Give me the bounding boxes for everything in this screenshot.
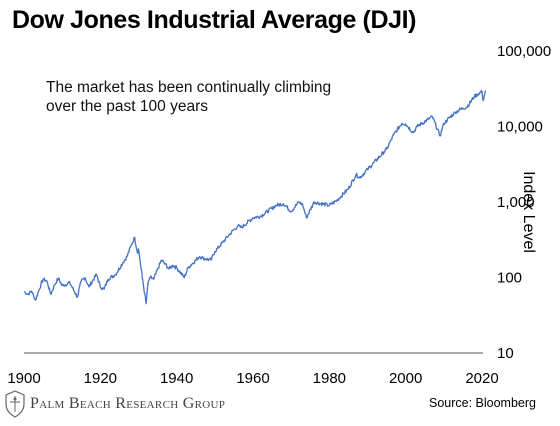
x-tick-label: 1920 [84, 370, 117, 387]
y-tick-label: 10 [497, 345, 514, 362]
y-tick-labels: 10 100 1,000 10,000 100,000 [497, 43, 551, 362]
chart-title: Dow Jones Industrial Average (DJI) [12, 6, 417, 34]
series-line-dji [23, 89, 487, 305]
y-axis-label: Index Level [520, 171, 537, 253]
logo-text: Palm Beach Research Group [30, 395, 226, 412]
x-tick-label: 1900 [7, 370, 40, 387]
y-tick-label: 100 [497, 270, 522, 287]
x-tick-label: 1940 [160, 370, 193, 387]
y-tick-label: 1,000 [497, 194, 535, 211]
x-tick-label: 2020 [465, 370, 498, 387]
crest-icon [5, 390, 25, 418]
chart-annotation: The market has been continually climbing… [46, 79, 332, 115]
x-tick-labels: 1900 1920 1940 1960 1980 2000 2020 [7, 370, 498, 387]
source-note: Source: Bloomberg [428, 396, 536, 410]
palm-beach-logo: Palm Beach Research Group [4, 390, 225, 418]
x-tick-label: 1960 [236, 370, 269, 387]
x-tick-label: 2000 [389, 370, 422, 387]
y-tick-label: 100,000 [497, 43, 551, 60]
x-tick-label: 1980 [313, 370, 346, 387]
y-tick-label: 10,000 [497, 119, 543, 136]
